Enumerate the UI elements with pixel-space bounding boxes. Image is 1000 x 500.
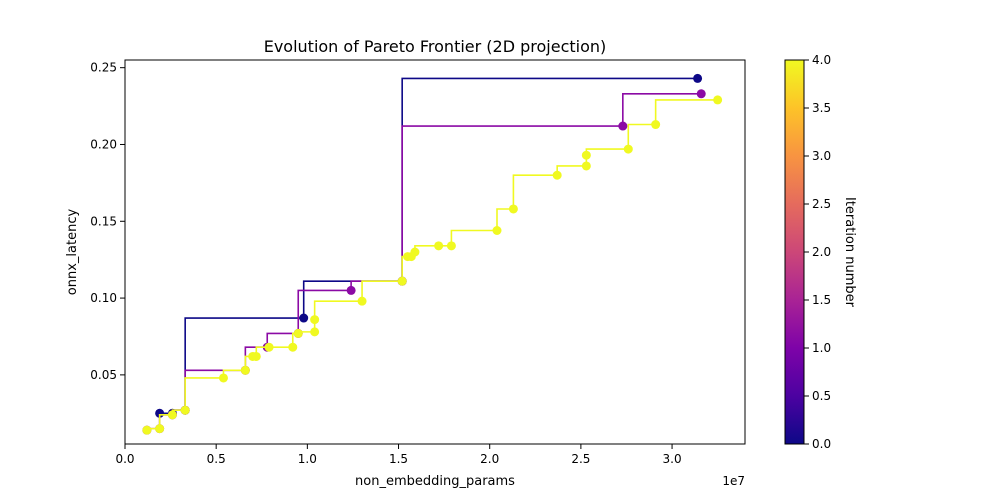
- x-tick-label: 2.5: [571, 452, 590, 466]
- pareto-point: [552, 170, 562, 180]
- colorbar-gradient: [784, 59, 805, 445]
- pareto-point: [446, 241, 456, 251]
- colorbar-tick-label: 4.0: [812, 53, 831, 67]
- y-tick-label: 0.20: [90, 137, 117, 151]
- pareto-point: [310, 327, 320, 337]
- pareto-point: [410, 247, 420, 257]
- pareto-point: [251, 351, 261, 361]
- pareto-point: [357, 296, 367, 306]
- pareto-point: [651, 120, 661, 130]
- pareto-point: [240, 365, 250, 375]
- pareto-point: [581, 161, 591, 171]
- y-tick-label: 0.10: [90, 291, 117, 305]
- pareto-point: [696, 89, 706, 99]
- y-tick-label: 0.15: [90, 214, 117, 228]
- x-axis-label: non_embedding_params: [355, 474, 515, 489]
- pareto-point: [142, 425, 152, 435]
- pareto-point: [618, 121, 628, 131]
- colorbar-tick-label: 1.0: [812, 341, 831, 355]
- y-axis-label: onnx_latency: [65, 209, 80, 296]
- x-axis: 0.0 0.5 1.0 1.5 2.0 2.5 3.0: [115, 444, 682, 466]
- x-tick-label: 1.0: [298, 452, 317, 466]
- y-tick-label: 0.25: [90, 61, 117, 75]
- plot-frame: [124, 59, 746, 445]
- pareto-point: [581, 150, 591, 160]
- colorbar-ticks: 0.0 0.5 1.0 1.5 2.0 2.5 3.0 3.5 4.0: [804, 53, 831, 451]
- colorbar-label: Iteration number: [842, 197, 857, 308]
- pareto-point: [434, 241, 444, 251]
- x-tick-label: 0.0: [115, 452, 134, 466]
- pareto-point: [508, 204, 518, 214]
- pareto-point: [693, 73, 703, 83]
- colorbar-tick-label: 0.5: [812, 389, 831, 403]
- pareto-point: [397, 276, 407, 286]
- pareto-point: [167, 410, 177, 420]
- pareto-point: [310, 315, 320, 325]
- x-tick-label: 2.0: [480, 452, 499, 466]
- x-tick-label: 3.0: [663, 452, 682, 466]
- pareto-point: [180, 405, 190, 415]
- y-tick-label: 0.05: [90, 368, 117, 382]
- x-tick-label: 1.5: [389, 452, 408, 466]
- series-iteration-4: [142, 95, 723, 435]
- colorbar-tick-label: 3.0: [812, 149, 831, 163]
- plot-area: [142, 73, 723, 435]
- pareto-point: [293, 328, 303, 338]
- colorbar: 0.0 0.5 1.0 1.5 2.0 2.5 3.0 3.5 4.0 Iteration nu…: [784, 53, 857, 451]
- y-axis: 0.05 0.10 0.15 0.20 0.25: [90, 61, 125, 382]
- pareto-point: [155, 424, 165, 434]
- colorbar-tick-label: 2.5: [812, 197, 831, 211]
- series-iteration-1: [142, 89, 706, 435]
- pareto-point: [713, 95, 723, 105]
- pareto-point: [623, 144, 633, 154]
- pareto-point: [346, 285, 356, 295]
- x-tick-label: 0.5: [207, 452, 226, 466]
- pareto-point: [299, 313, 309, 323]
- pareto-point: [218, 373, 228, 383]
- colorbar-tick-label: 0.0: [812, 437, 831, 451]
- chart-title: Evolution of Pareto Frontier (2D project…: [264, 37, 607, 56]
- pareto-point: [288, 342, 298, 352]
- pareto-step-line: [146, 92, 702, 431]
- pareto-point: [264, 342, 274, 352]
- colorbar-tick-label: 2.0: [812, 245, 831, 259]
- colorbar-tick-label: 1.5: [812, 293, 831, 307]
- colorbar-tick-label: 3.5: [812, 101, 831, 115]
- pareto-point: [492, 225, 502, 235]
- x-axis-offset-label: 1e7: [722, 474, 745, 488]
